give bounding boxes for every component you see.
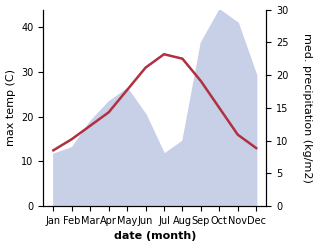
X-axis label: date (month): date (month) [114,231,196,242]
Y-axis label: max temp (C): max temp (C) [5,69,16,146]
Y-axis label: med. precipitation (kg/m2): med. precipitation (kg/m2) [302,33,313,183]
